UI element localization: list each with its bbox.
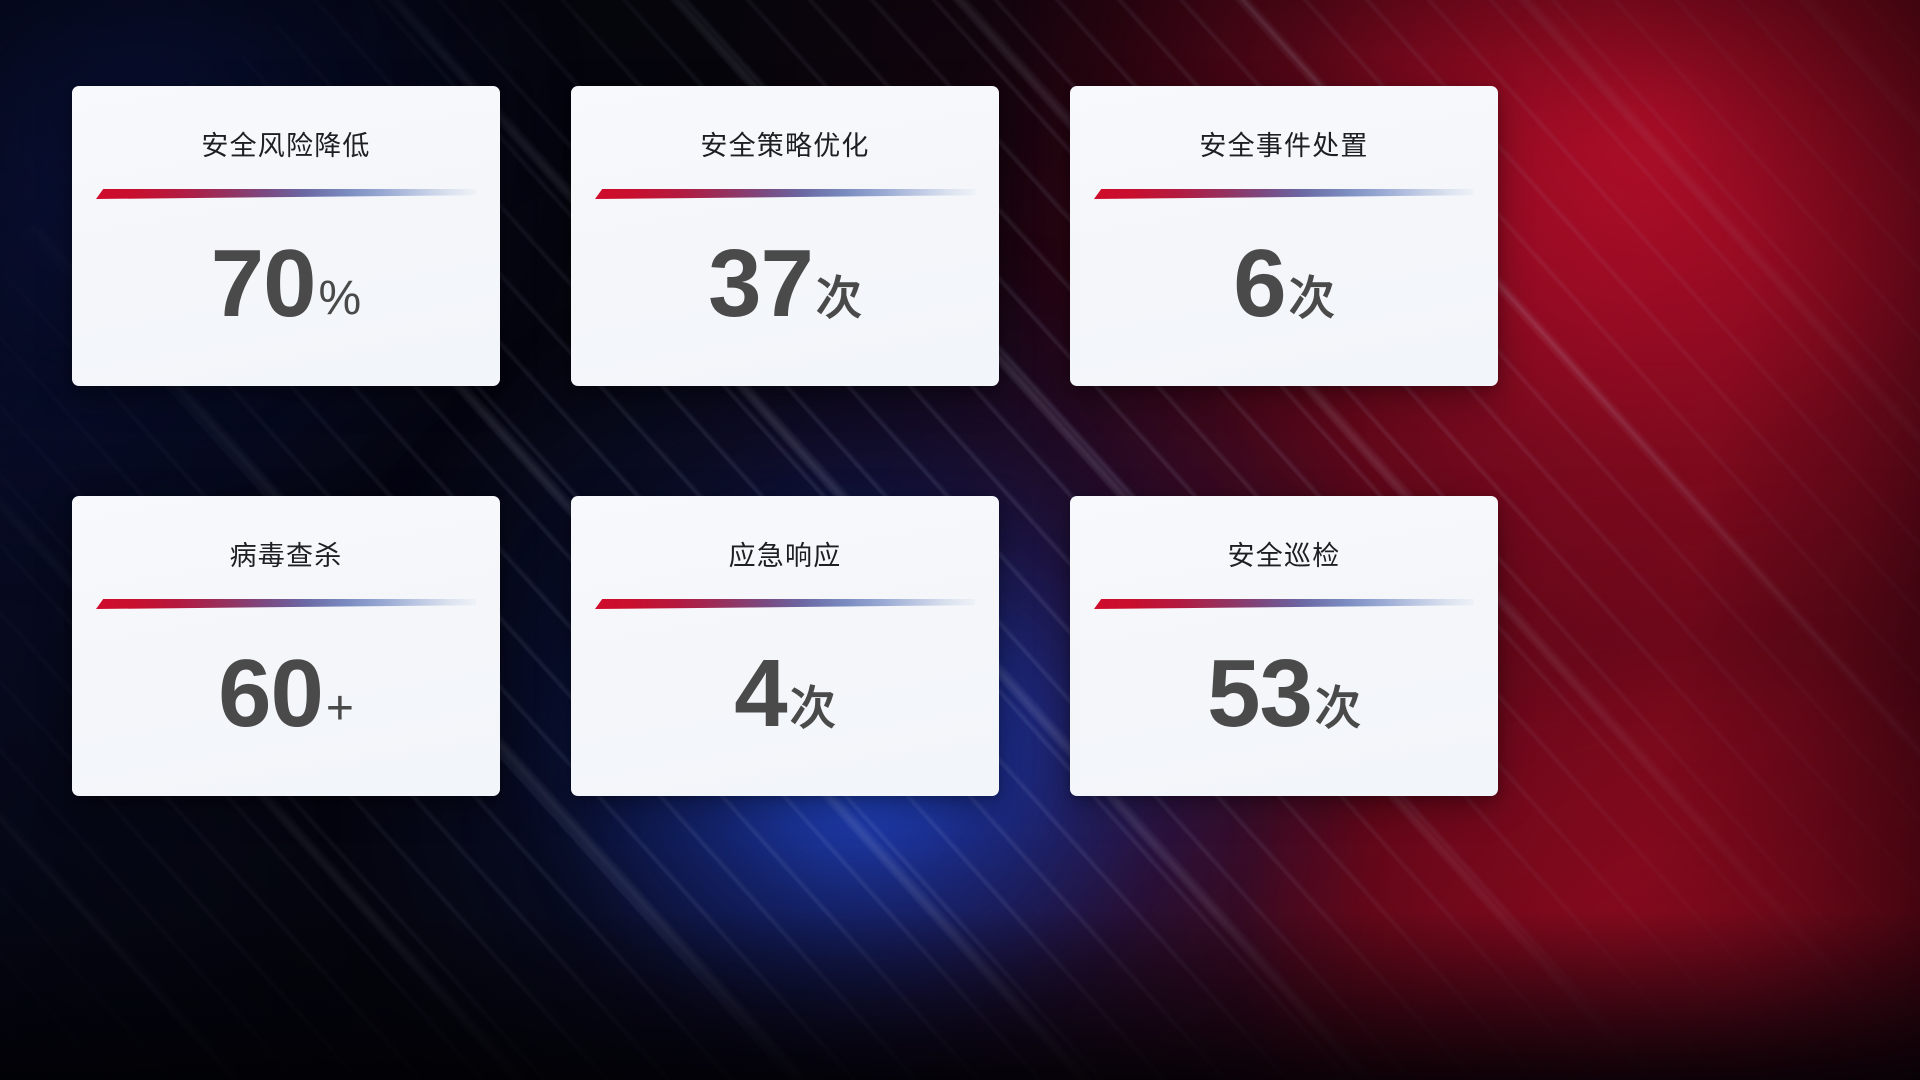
metric-value-row: 53 次 [1070,640,1498,747]
metric-card-security-policy-optimization[interactable]: 安全策略优化 37 次 [571,86,999,386]
metric-unit: 次 [789,682,836,734]
card-title: 安全策略优化 [700,131,870,161]
gradient-divider-bar [595,599,975,609]
metric-value: 6 [1233,230,1286,337]
metric-value-row: 37 次 [571,230,999,337]
metric-unit: + [325,682,354,735]
metric-value-row: 60 + [72,640,500,747]
card-title: 病毒查杀 [229,541,343,571]
gradient-divider [96,599,476,609]
gradient-divider-bar [1094,599,1474,609]
metric-card-security-incident-handling[interactable]: 安全事件处置 6 次 [1070,86,1498,386]
gradient-divider-bar [595,189,975,199]
metric-unit: 次 [1288,272,1335,324]
card-title: 安全事件处置 [1199,131,1369,161]
gradient-divider [1094,599,1474,609]
gradient-divider-bar [1094,189,1474,199]
gradient-divider [595,599,975,609]
metric-card-virus-scan-removal[interactable]: 病毒查杀 60 + [72,496,500,796]
metric-value: 70 [210,230,317,337]
card-title: 安全巡检 [1227,541,1341,571]
metric-card-emergency-response[interactable]: 应急响应 4 次 [571,496,999,796]
metric-value: 37 [708,230,814,337]
metric-card-security-inspection[interactable]: 安全巡检 53 次 [1070,496,1498,796]
card-title: 应急响应 [728,541,842,571]
metric-value: 4 [734,640,787,747]
gradient-divider-bar [96,189,476,199]
gradient-divider-bar [96,599,476,609]
metric-unit: 次 [815,272,862,324]
metric-unit: 次 [1314,682,1361,734]
metric-value-row: 70 % [72,230,500,337]
metric-value: 53 [1207,640,1313,747]
metric-value-row: 6 次 [1070,230,1498,337]
metric-unit: % [318,272,362,325]
card-title: 安全风险降低 [201,131,371,161]
metric-card-security-risk-reduction[interactable]: 安全风险降低 70 % [72,86,500,386]
metric-value-row: 4 次 [571,640,999,747]
gradient-divider [1094,189,1474,199]
gradient-divider [595,189,975,199]
metric-card-grid: 安全风险降低 70 % 安全策略优化 37 次 安全事件处置 [72,86,1498,796]
gradient-divider [96,189,476,199]
metric-value: 60 [218,640,324,747]
